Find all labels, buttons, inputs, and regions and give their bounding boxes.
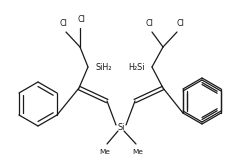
Text: SiH₂: SiH₂	[95, 64, 111, 73]
Text: Cl: Cl	[77, 15, 85, 24]
Text: Cl: Cl	[176, 19, 184, 28]
Text: Cl: Cl	[145, 19, 153, 28]
Text: Me: Me	[99, 149, 110, 155]
Text: Me: Me	[133, 149, 143, 155]
Text: Cl: Cl	[59, 19, 67, 28]
Text: H₂Si: H₂Si	[128, 64, 145, 73]
Text: Si: Si	[117, 123, 125, 133]
